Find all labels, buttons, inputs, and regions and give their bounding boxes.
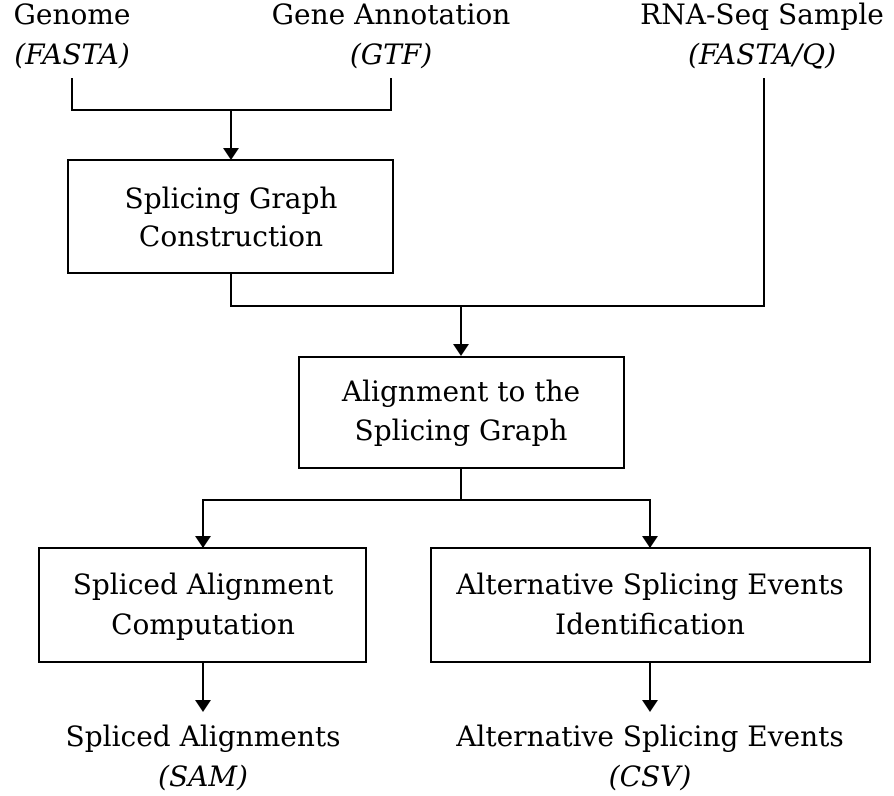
output-as-events: Alternative Splicing Events (CSV) (455, 720, 844, 793)
as-events-line2: Identification (555, 608, 745, 641)
input-gene-annotation: Gene Annotation (GTF) (272, 0, 511, 71)
edge-graph-rnaseq-merge (230, 78, 765, 307)
step-graph-construction: Splicing Graph Construction (67, 159, 394, 274)
spliced-alignment-box (38, 547, 367, 663)
step-alignment: Alignment to the Splicing Graph (298, 356, 625, 469)
genome-label: Genome (14, 0, 131, 31)
spliced-alignments-label: Spliced Alignments (66, 720, 341, 753)
annotation-label: Gene Annotation (272, 0, 511, 31)
genome-format: (FASTA) (14, 38, 130, 71)
spliced-alignment-line1: Spliced Alignment (73, 568, 334, 601)
edge-split (202, 499, 651, 548)
as-events-output-format: (CSV) (609, 760, 692, 793)
as-events-output-label: Alternative Splicing Events (455, 720, 844, 753)
rnaseq-format: (FASTA/Q) (688, 38, 836, 71)
alignment-line1: Alignment to the (341, 375, 580, 408)
spliced-alignment-line2: Computation (111, 608, 295, 641)
output-spliced-alignments: Spliced Alignments (SAM) (66, 720, 341, 793)
input-rnaseq-sample: RNA-Seq Sample (FASTA/Q) (640, 0, 884, 71)
edge-inputs-merge (71, 78, 392, 111)
input-genome: Genome (FASTA) (14, 0, 131, 71)
annotation-format: (GTF) (350, 38, 432, 71)
as-events-line1: Alternative Splicing Events (455, 568, 844, 601)
rnaseq-label: RNA-Seq Sample (640, 0, 884, 31)
spliced-alignments-format: (SAM) (158, 760, 248, 793)
step-as-events: Alternative Splicing Events Identificati… (430, 547, 871, 663)
step-spliced-alignment: Spliced Alignment Computation (38, 547, 367, 663)
alignment-box (298, 356, 625, 469)
as-events-box (430, 547, 871, 663)
graph-construction-line2: Construction (139, 220, 323, 253)
graph-construction-line1: Splicing Graph (125, 182, 338, 215)
graph-construction-box (67, 159, 394, 274)
alignment-line2: Splicing Graph (355, 414, 568, 447)
